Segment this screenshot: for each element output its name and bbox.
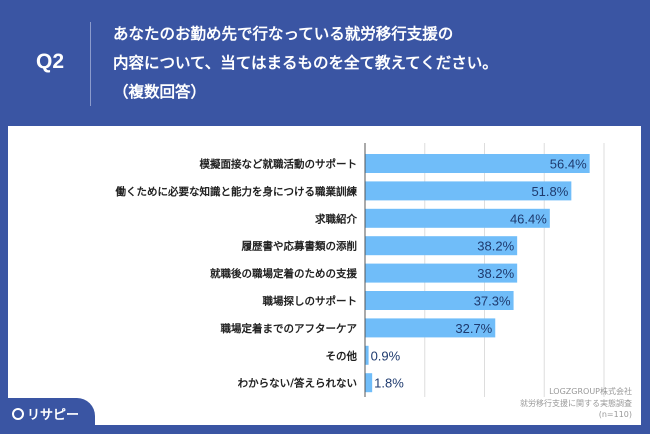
logo: リサピー — [12, 404, 79, 423]
bar — [365, 236, 518, 256]
bar — [365, 345, 369, 365]
data-label: 38.2% — [477, 239, 514, 254]
bar — [365, 318, 496, 338]
title-line: 内容について、当てはまるものを全て教えてください。 — [113, 54, 498, 72]
source-survey: 就労移行支援に関する実態調査 — [520, 399, 632, 408]
question-number: Q2 — [35, 50, 64, 73]
category-label: 履歴書や応募書類の添削 — [241, 240, 358, 253]
category-label: 模擬面接など就職活動のサポート — [200, 158, 358, 171]
category-label: その他 — [326, 349, 358, 362]
bar — [365, 291, 514, 310]
data-label: 32.7% — [455, 321, 492, 336]
chart-card — [8, 126, 641, 425]
data-label: 0.9% — [371, 348, 401, 363]
divider — [90, 22, 91, 106]
data-label: 1.8% — [374, 376, 404, 391]
sample-size: (n=110) — [598, 410, 632, 419]
category-label: 求職紹介 — [315, 212, 357, 225]
category-label: わからない/答えられない — [238, 377, 357, 390]
title-line: あなたのお勤め先で行なっている就労移行支援の — [113, 25, 454, 43]
category-label: 職場探しのサポート — [263, 295, 358, 308]
source-company: LOGZGROUP株式会社 — [549, 387, 632, 396]
bar — [365, 208, 550, 228]
bar — [365, 263, 518, 283]
title-line: （複数回答） — [113, 83, 207, 101]
data-label: 46.4% — [510, 211, 547, 226]
question-title: あなたのお勤め先で行なっている就労移行支援の 内容について、当てはまるものを全て… — [113, 20, 498, 107]
logo-text: リサピー — [27, 408, 80, 423]
bar — [365, 373, 373, 393]
data-label: 38.2% — [477, 266, 514, 281]
bar — [365, 181, 572, 201]
pin-icon — [12, 407, 24, 420]
data-label: 56.4% — [550, 157, 587, 172]
category-label: 就職後の職場定着のための支援 — [210, 267, 357, 280]
data-label: 37.3% — [474, 294, 511, 309]
category-label: 働くために必要な知識と能力を身につける職業訓練 — [115, 185, 358, 198]
category-label: 職場定着までのアフターケア — [221, 322, 358, 335]
data-label: 51.8% — [531, 184, 568, 199]
bar — [365, 154, 590, 173]
